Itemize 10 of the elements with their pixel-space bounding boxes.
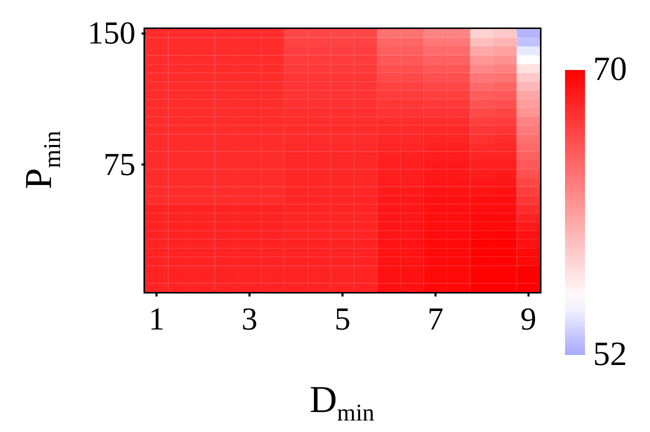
x-tick-label: 7 [427, 300, 444, 336]
y-tick-label: 75 [104, 146, 136, 182]
color-bar-label: 52 [593, 336, 627, 373]
x-tick-label: 5 [334, 300, 350, 336]
x-tick-label: 1 [148, 300, 165, 336]
color-bar-label: 70 [593, 51, 627, 88]
x-tick-label: 3 [242, 300, 258, 336]
x-tick-label: 9 [520, 300, 536, 336]
x-axis-title: D$_{min}$ [310, 378, 374, 428]
y-tick-label: 150 [88, 14, 136, 50]
